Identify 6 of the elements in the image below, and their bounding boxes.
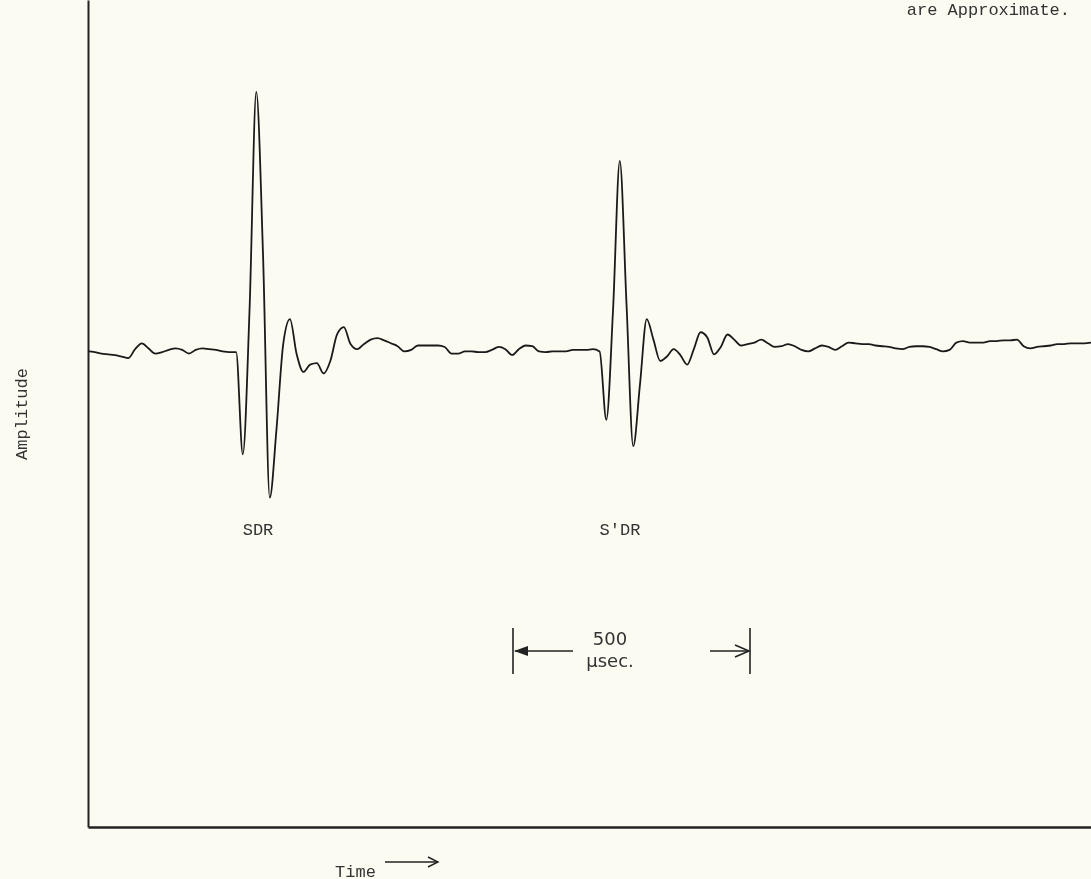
annotation: 500 μsec. — [586, 628, 634, 671]
annotation: S'DR — [599, 521, 641, 540]
y-axis-title: Amplitude — [12, 368, 32, 460]
x-axis-title: Time — [335, 862, 376, 879]
text: are Approximate. — [906, 1, 1070, 20]
annotation: SDR — [242, 521, 274, 540]
